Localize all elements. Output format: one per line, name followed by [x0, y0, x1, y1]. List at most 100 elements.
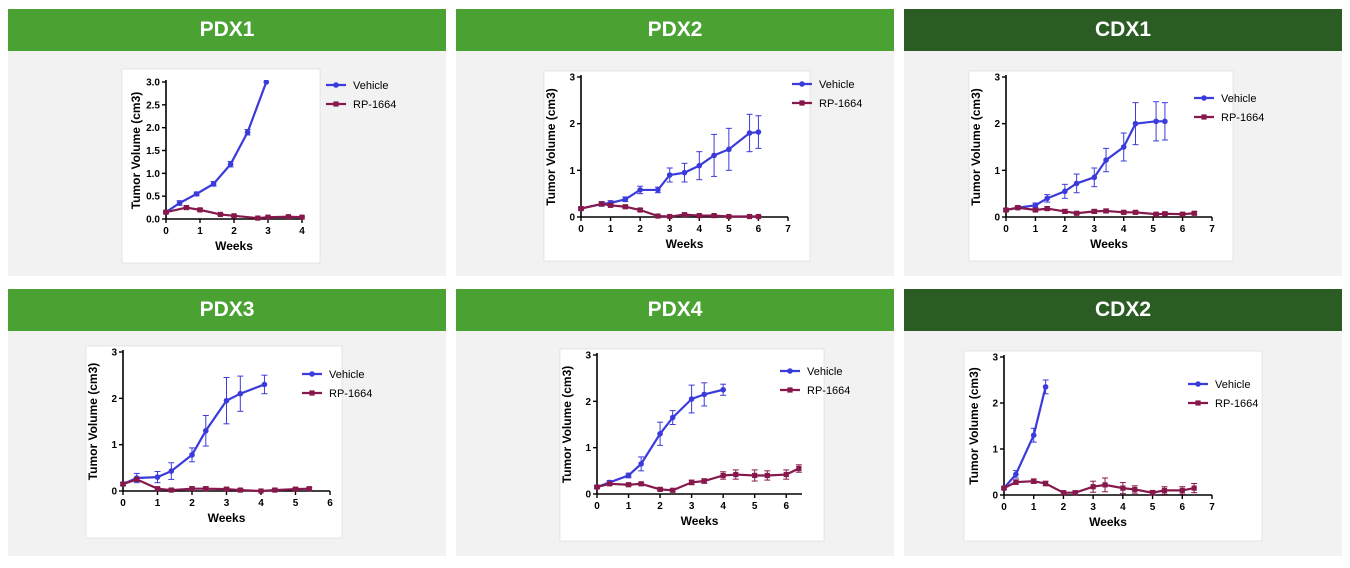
chart-cdx2: 0 1 2 3 0 1 2 3 4 5 6 7 Weeks Tumor Volume (cm3) Vehic… [963, 350, 1263, 542]
data-point [670, 487, 676, 493]
data-point [681, 169, 688, 176]
data-point [711, 213, 717, 219]
data-point [701, 391, 708, 398]
panel-pdx1: PDX1 0.0 0.5 1.0 1.5 2.0 2.5 3.0 0 1 2 3 4 Weeks Tumo… [8, 9, 446, 276]
data-point [272, 487, 278, 493]
chart-pdx4: 0 1 2 3 0 1 2 3 4 5 6 Weeks Tumor Volume (cm3) Vehicl… [559, 348, 850, 542]
y-tick-label: 2.0 [146, 123, 160, 134]
data-point [227, 161, 234, 167]
x-tick-label: 7 [785, 224, 791, 235]
data-point [1090, 484, 1096, 490]
data-point [726, 146, 732, 153]
data-point [203, 486, 209, 492]
legend-label: Vehicle [1215, 379, 1250, 391]
y-tick-label: 3 [569, 73, 575, 84]
legend-label: RP-1664 [1215, 398, 1258, 410]
legend-marker [1195, 381, 1201, 387]
series-rp-1664 [163, 204, 305, 221]
x-tick-label: 4 [299, 226, 305, 237]
data-point [244, 129, 251, 136]
data-point [265, 214, 271, 220]
data-point [1043, 480, 1049, 487]
data-point [168, 487, 174, 493]
data-point [134, 476, 140, 483]
y-tick-label: 1 [569, 166, 575, 177]
data-point [746, 213, 753, 220]
data-point [701, 478, 707, 484]
data-point [1120, 144, 1127, 150]
chart-pdx1: 0.0 0.5 1.0 1.5 2.0 2.5 3.0 0 1 2 3 4 Weeks Tumor Vol… [121, 68, 396, 264]
data-point [755, 213, 762, 220]
data-point [154, 486, 161, 492]
y-axis-title: Tumor Volume (cm3) [86, 363, 100, 481]
data-point [1161, 487, 1168, 493]
data-point [666, 172, 673, 178]
legend-marker [1195, 400, 1201, 406]
x-tick-label: 4 [1121, 224, 1127, 235]
y-tick-label: 0 [111, 487, 117, 498]
series-rp-1664 [578, 201, 762, 220]
data-point [688, 396, 695, 402]
data-point [1044, 195, 1050, 202]
data-point [1132, 209, 1139, 215]
panel-title: PDX3 [8, 289, 446, 331]
y-axis-title: Tumor Volume (cm3) [544, 88, 558, 206]
data-point [258, 488, 264, 494]
legend-label: RP-1664 [353, 99, 396, 111]
x-axis-title: Weeks [215, 239, 253, 253]
data-point [783, 471, 789, 478]
chart-pdx2: 0 1 2 3 0 1 2 3 4 5 6 7 Weeks Tumor Volume (cm3) Vehic… [543, 70, 862, 262]
x-tick-label: 6 [783, 501, 789, 512]
x-tick-label: 0 [163, 226, 169, 237]
data-point [231, 213, 237, 219]
data-point [1191, 210, 1197, 216]
data-point [681, 212, 688, 218]
panel-cdx2: CDX2 0 1 2 3 0 1 2 3 4 5 6 7 Weeks Tumor Volume (cm3)… [904, 289, 1342, 556]
x-tick-label: 0 [594, 501, 600, 512]
data-point [1072, 490, 1078, 496]
x-tick-label: 3 [689, 501, 695, 512]
figure-frame [543, 70, 811, 262]
panel-title: PDX2 [456, 9, 894, 51]
x-tick-label: 2 [657, 501, 663, 512]
panel-pdx4: PDX4 0 1 2 3 0 1 2 3 4 5 6 Weeks Tumor Volume (cm3) V… [456, 289, 894, 556]
x-tick-label: 5 [752, 501, 758, 512]
data-point [193, 191, 200, 197]
data-point [1149, 490, 1156, 496]
data-point [1015, 205, 1021, 211]
data-point [755, 129, 762, 135]
y-axis-title: Tumor Volume (cm3) [969, 88, 983, 206]
panel-title: PDX1 [8, 9, 446, 51]
y-tick-label: 0 [585, 490, 591, 501]
series-vehicle [594, 382, 727, 490]
x-tick-label: 6 [1180, 224, 1186, 235]
x-tick-label: 3 [224, 498, 230, 509]
data-point [696, 213, 702, 219]
legend-label: RP-1664 [807, 385, 850, 397]
data-point [689, 479, 695, 486]
x-axis-title: Weeks [1089, 515, 1127, 529]
data-point [189, 486, 195, 492]
y-tick-label: 1 [992, 445, 998, 456]
data-point [1153, 211, 1159, 217]
x-tick-label: 6 [327, 498, 333, 509]
figure-frame [121, 68, 321, 264]
data-point [299, 214, 305, 220]
legend-label: Vehicle [329, 369, 364, 381]
data-point [1073, 180, 1080, 187]
x-tick-label: 2 [1062, 224, 1068, 235]
data-point [669, 414, 676, 421]
y-tick-label: 1.0 [146, 169, 160, 180]
series-line [1005, 120, 1165, 212]
data-point [625, 472, 632, 479]
data-point [163, 209, 169, 215]
data-point [1032, 202, 1039, 209]
data-point [599, 201, 605, 207]
figure-frame [559, 348, 825, 542]
y-tick-label: 3 [585, 351, 591, 362]
data-point [217, 211, 223, 218]
y-axis-title: Tumor Volume (cm3) [560, 366, 574, 484]
x-tick-label: 0 [120, 498, 126, 509]
legend-marker [787, 387, 793, 393]
data-point [210, 181, 217, 187]
